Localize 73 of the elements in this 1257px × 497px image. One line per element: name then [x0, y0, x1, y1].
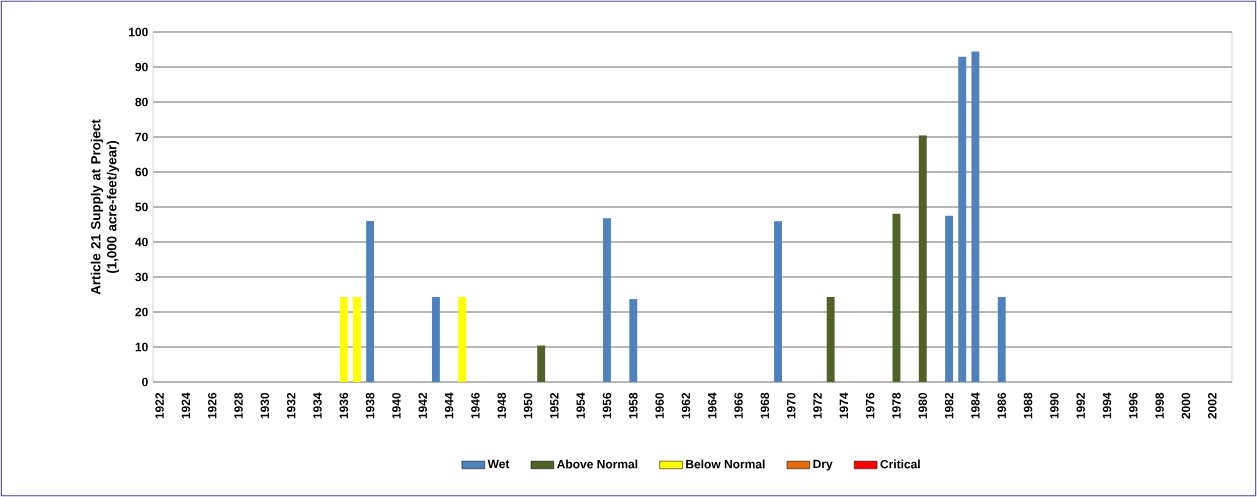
- x-tick-label: 1996: [1129, 392, 1138, 419]
- x-tick-label: 1934: [313, 392, 322, 419]
- x-tick-label: 1932: [286, 392, 296, 419]
- x-tick-label: 1994: [1102, 392, 1112, 419]
- x-tick-label: 1930: [260, 392, 270, 419]
- x-tick-label: 1924: [181, 392, 191, 419]
- y-tick-label: 40: [135, 237, 148, 247]
- bar: [537, 345, 546, 382]
- x-tick-label: 1956: [602, 392, 612, 419]
- x-tick-label: 2000: [1181, 392, 1191, 419]
- bar: [958, 56, 967, 382]
- bar: [458, 296, 467, 382]
- y-tick-label: 10: [135, 342, 148, 352]
- bar: [826, 296, 835, 382]
- x-tick-label: 1998: [1155, 392, 1164, 419]
- bar: [774, 221, 782, 382]
- x-tick-label: 1970: [786, 392, 796, 419]
- x-tick-label: 1974: [839, 392, 849, 419]
- x-tick-label: 1948: [497, 392, 506, 419]
- x-tick-label: 1958: [629, 392, 638, 419]
- x-tick-label: 1950: [523, 392, 533, 419]
- x-tick-label: 1986: [997, 392, 1006, 419]
- x-tick-label: 1952: [550, 392, 559, 419]
- x-tick-label: 1968: [760, 392, 770, 419]
- x-tick-label: 1938: [365, 392, 375, 419]
- x-tick-label: 1990: [1050, 392, 1059, 419]
- x-tick-label: 1988: [1023, 392, 1033, 419]
- x-tick-label: 1954: [576, 392, 585, 419]
- y-axis-title: Article 21 Supply at Project (1,000 acre-feet/year): [90, 119, 120, 295]
- x-tick-label: 1992: [1076, 392, 1085, 419]
- x-tick-label: 1946: [471, 392, 480, 419]
- x-tick-label: 1944: [444, 392, 454, 419]
- x-tick-label: 1962: [681, 392, 691, 419]
- y-tick-label: 60: [135, 167, 148, 177]
- x-tick-label: 1976: [865, 392, 875, 419]
- legend-label: Critical: [880, 459, 920, 469]
- y-tick-label: 100: [129, 27, 148, 37]
- bar: [997, 296, 1006, 382]
- legend-label: Dry: [813, 459, 833, 471]
- x-tick-label: 1964: [707, 392, 717, 419]
- x-tick-label: 1972: [813, 392, 822, 419]
- x-tick-label: 1982: [944, 392, 954, 419]
- bar: [629, 299, 638, 382]
- bar: [971, 51, 980, 382]
- x-tick-label: 1936: [339, 392, 349, 419]
- x-tick-label: 1922: [155, 392, 164, 419]
- bar: [366, 221, 375, 382]
- y-tick-label: 0: [142, 377, 148, 387]
- x-tick-label: 1926: [207, 392, 217, 419]
- legend-label: Above Normal: [557, 459, 638, 469]
- x-tick-label: 1984: [971, 392, 980, 419]
- x-tick-label: 1960: [655, 392, 664, 419]
- y-tick-label: 30: [135, 272, 148, 282]
- y-tick-label: 80: [135, 97, 148, 107]
- x-tick-label: 1980: [918, 392, 928, 419]
- x-tick-label: 1978: [892, 392, 901, 419]
- bar: [918, 135, 927, 382]
- bar: [945, 215, 954, 382]
- bar: [339, 296, 348, 382]
- x-tick-label: 2002: [1208, 392, 1217, 419]
- x-tick-label: 1942: [418, 392, 428, 419]
- x-tick-label: 1940: [392, 392, 401, 419]
- y-tick-label: 90: [135, 62, 148, 72]
- bar: [431, 296, 440, 382]
- bar: [603, 218, 611, 382]
- x-tick-label: 1966: [734, 392, 743, 419]
- bar: [353, 296, 361, 382]
- x-tick-label: 1928: [234, 392, 243, 419]
- y-tick-label: 70: [135, 132, 148, 142]
- y-tick-label: 50: [135, 202, 148, 212]
- y-tick-label: 20: [135, 307, 148, 317]
- legend-label: Below Normal: [686, 459, 765, 469]
- legend-label: Wet: [487, 459, 510, 469]
